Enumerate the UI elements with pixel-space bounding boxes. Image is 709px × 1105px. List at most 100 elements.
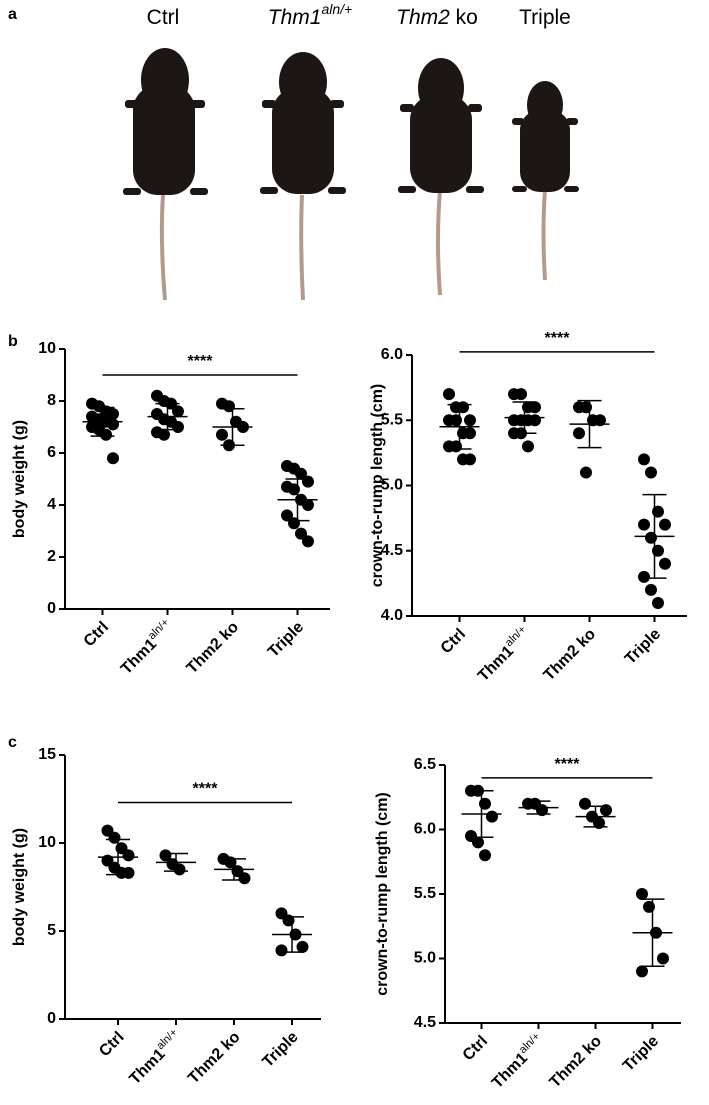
data-point [107, 452, 119, 465]
x-tick-label: Ctrl [460, 1033, 492, 1065]
x-tick-sup: aln/+ [154, 1026, 180, 1052]
x-tick-text: Thm2 ko [185, 1029, 244, 1088]
x-tick-label: Thm1aln/+ [116, 616, 178, 678]
panel-label: c [8, 734, 17, 751]
y-tick-label: 4.5 [414, 1014, 436, 1031]
data-point [159, 849, 172, 862]
x-tick-text: Ctrl [81, 619, 113, 651]
data-point [529, 401, 541, 414]
significance-label: **** [188, 353, 214, 370]
y-tick-label: 6.0 [414, 821, 436, 838]
y-tick-label: 5.0 [381, 477, 403, 494]
data-point [464, 414, 476, 427]
significance-label: **** [555, 756, 581, 773]
x-tick-label: Thm2 ko [547, 1033, 606, 1092]
y-tick-label: 5.5 [414, 885, 436, 902]
y-tick-label: 15 [38, 746, 56, 763]
x-tick-text: Triple [620, 1033, 662, 1075]
data-point [281, 509, 293, 522]
y-tick-label: 4.5 [381, 542, 403, 559]
data-point [295, 467, 307, 480]
data-point [522, 440, 534, 453]
data-point [443, 388, 455, 401]
y-tick-label: 0 [47, 600, 56, 617]
data-point [638, 518, 650, 531]
y-tick-label: 5 [47, 922, 56, 939]
data-point [464, 453, 476, 466]
data-point [275, 944, 288, 957]
x-tick-label: Thm2 ko [185, 1029, 244, 1088]
x-tick-label: Ctrl [96, 1029, 128, 1061]
data-point [636, 965, 648, 978]
data-point [158, 428, 170, 441]
data-point [296, 940, 309, 953]
x-tick-text: Ctrl [96, 1029, 128, 1061]
y-tick-label: 0 [47, 1010, 56, 1027]
y-axis-label: crown-to-rump length (cm) [369, 384, 386, 588]
y-tick-label: 10 [38, 340, 56, 357]
x-tick-label: Ctrl [438, 626, 470, 658]
data-point [302, 475, 314, 488]
data-point [122, 849, 135, 862]
photo-label: Triple [519, 6, 571, 29]
y-tick-label: 4 [47, 496, 56, 513]
x-tick-label: Thm1aln/+ [124, 1026, 186, 1088]
data-point [302, 535, 314, 548]
photo-label-suffix: ko [450, 6, 478, 29]
y-tick-label: 5.0 [414, 950, 436, 967]
photo-label-text: Triple [519, 6, 571, 29]
x-tick-sup: aln/+ [146, 616, 172, 642]
y-tick-label: 4.0 [381, 607, 403, 624]
mouse [123, 48, 208, 301]
y-axis-label: crown-to-rump length (cm) [374, 792, 391, 996]
data-point [657, 952, 669, 965]
mouse [398, 58, 484, 296]
data-point [638, 570, 650, 583]
photo-label-text: Ctrl [147, 6, 180, 29]
x-tick-sup: aln/+ [517, 1030, 543, 1056]
photo-label: Thm1aln/+ [268, 1, 352, 29]
data-point [172, 405, 184, 418]
mouse-photos [123, 48, 579, 301]
photo-label-text: Thm2 [396, 6, 450, 29]
x-tick-text: Ctrl [460, 1033, 492, 1065]
x-tick-text: Ctrl [438, 626, 470, 658]
data-point [659, 557, 671, 570]
y-tick-label: 10 [38, 834, 56, 851]
mouse [260, 52, 346, 301]
y-tick-label: 5.5 [381, 411, 403, 428]
data-point [645, 466, 657, 479]
x-tick-text: Thm2 ko [547, 1033, 606, 1092]
data-point [464, 427, 476, 440]
x-tick-text: Thm2 ko [541, 626, 600, 685]
x-tick-text: Thm2 ko [184, 619, 243, 678]
photo-label: Thm2 ko [396, 6, 478, 29]
data-point [600, 804, 612, 817]
panel-label: a [8, 6, 17, 23]
x-tick-sup: aln/+ [503, 623, 529, 649]
panel-label: b [8, 333, 18, 350]
x-tick-label: Triple [622, 626, 664, 668]
data-point [529, 414, 541, 427]
photo-label-sup: aln/+ [321, 1, 352, 17]
data-point [107, 408, 119, 420]
mouse [512, 81, 579, 281]
data-point [636, 888, 648, 900]
y-tick-label: 6.0 [381, 346, 403, 363]
data-point [216, 428, 228, 441]
data-point [594, 414, 606, 427]
data-point [573, 427, 585, 440]
data-point [579, 797, 591, 810]
y-tick-label: 2 [47, 548, 56, 565]
data-point [580, 466, 592, 479]
data-point [172, 421, 184, 433]
y-tick-label: 6.5 [414, 756, 436, 773]
significance-label: **** [545, 330, 571, 347]
x-tick-label: Thm2 ko [184, 619, 243, 678]
x-tick-label: Thm1aln/+ [473, 623, 535, 685]
y-tick-label: 6 [47, 444, 56, 461]
data-point [638, 453, 650, 466]
data-point [515, 388, 527, 401]
x-tick-label: Thm2 ko [541, 626, 600, 685]
